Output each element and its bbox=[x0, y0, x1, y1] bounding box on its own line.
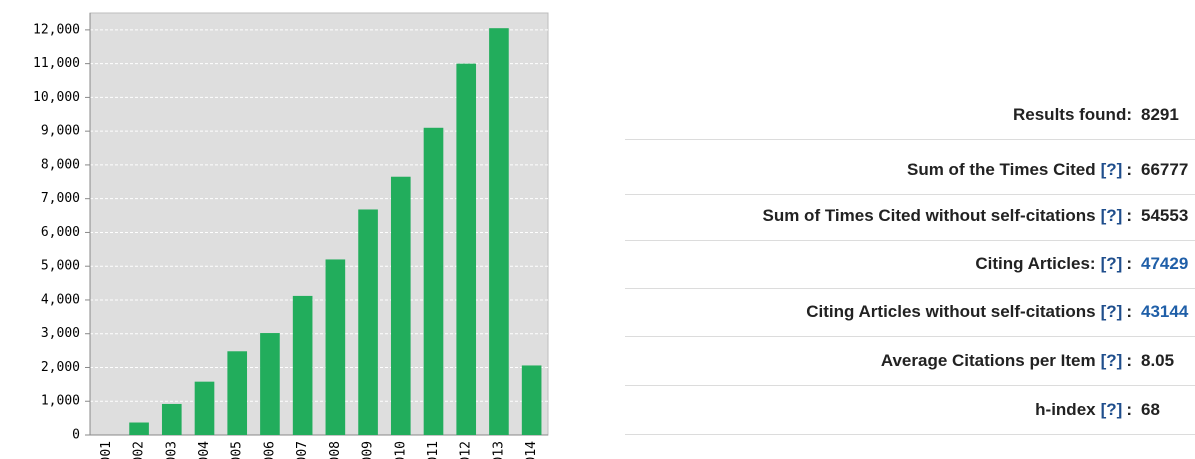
chart: 0 1,000 2,000 3,000 4,000 5,000 6,000 7,000 8,00… bbox=[33, 12, 549, 459]
row-label-group: Citing Articles without self-citations [?… bbox=[806, 302, 1132, 322]
y-tick-label: 4,000 bbox=[41, 292, 80, 307]
stats-row: Sum of the Times Cited [?]:66777 bbox=[625, 146, 1195, 195]
row-value[interactable]: 47429 bbox=[1141, 254, 1189, 273]
y-tick-label: 2,000 bbox=[41, 360, 80, 375]
help-link[interactable]: [?] bbox=[1100, 206, 1123, 225]
row-value[interactable]: 43144 bbox=[1141, 302, 1189, 321]
y-tick-label: 10,000 bbox=[33, 90, 80, 105]
bar bbox=[227, 351, 248, 435]
help-link[interactable]: [?] bbox=[1100, 351, 1123, 370]
row-value: 66777 bbox=[1141, 160, 1189, 179]
x-tick-label: 2001 bbox=[99, 441, 114, 459]
bar bbox=[521, 365, 542, 435]
stats-row: h-index [?]:68 bbox=[625, 386, 1195, 435]
stats-row: Citing Articles: [?]:47429 bbox=[625, 240, 1195, 289]
x-tick-label: 2005 bbox=[230, 441, 245, 459]
x-tick-label: 2012 bbox=[459, 441, 474, 459]
stats-row: Citing Articles without self-citations [?… bbox=[625, 288, 1195, 337]
x-tick-label: 2013 bbox=[491, 441, 506, 459]
x-tick-label: 2002 bbox=[132, 441, 147, 459]
stats-row: Average Citations per Item [?]:8.05 bbox=[625, 337, 1195, 386]
colon: : bbox=[1126, 160, 1132, 179]
bar bbox=[260, 333, 280, 435]
row-label: h-index bbox=[1035, 400, 1096, 419]
colon: : bbox=[1126, 351, 1132, 370]
row-label-group: Average Citations per Item [?]: bbox=[881, 351, 1132, 371]
y-tick-label: 1,000 bbox=[41, 394, 80, 409]
colon: : bbox=[1126, 206, 1132, 225]
stats-row: Results found: 8291 bbox=[625, 91, 1195, 140]
row-label-group: Results found: bbox=[1013, 105, 1132, 125]
row-value: 54553 bbox=[1141, 206, 1189, 225]
y-tick-label: 9,000 bbox=[41, 124, 80, 139]
bar bbox=[358, 209, 378, 435]
row-label: Citing Articles: bbox=[975, 254, 1096, 273]
bar bbox=[161, 403, 182, 435]
x-tick-label: 2008 bbox=[328, 441, 343, 459]
help-link[interactable]: [?] bbox=[1100, 254, 1123, 273]
bar bbox=[489, 28, 509, 436]
bar bbox=[194, 381, 215, 435]
y-tick-label: 12,000 bbox=[33, 22, 80, 37]
row-label-group: h-index [?]: bbox=[1035, 400, 1132, 420]
y-tick-label: 6,000 bbox=[41, 225, 80, 240]
row-label: Citing Articles without self-citations bbox=[806, 302, 1096, 321]
row-label-group: Sum of Times Cited without self-citation… bbox=[763, 206, 1133, 226]
help-link[interactable]: [?] bbox=[1100, 302, 1123, 321]
x-tick-label: 2003 bbox=[164, 441, 179, 459]
bar bbox=[129, 422, 149, 435]
row-value: 68 bbox=[1141, 400, 1160, 419]
x-tick-label: 2004 bbox=[197, 441, 212, 459]
help-link[interactable]: [?] bbox=[1100, 400, 1123, 419]
bar bbox=[325, 259, 346, 435]
row-value: 8.05 bbox=[1141, 351, 1175, 370]
y-tick-label: 7,000 bbox=[41, 191, 80, 206]
row-label: Average Citations per Item bbox=[880, 351, 1096, 370]
row-label: Sum of Times Cited without self-citation… bbox=[762, 206, 1096, 225]
bar bbox=[390, 176, 411, 435]
x-tick-label: 2006 bbox=[262, 441, 277, 459]
bar bbox=[456, 63, 477, 435]
stats-row: Sum of Times Cited without self-citation… bbox=[625, 192, 1195, 241]
x-tick-label: 2011 bbox=[426, 441, 441, 459]
y-tick-label: 0 bbox=[72, 428, 80, 443]
row-label: Sum of the Times Cited bbox=[907, 160, 1096, 179]
colon: : bbox=[1126, 254, 1132, 273]
colon: : bbox=[1126, 400, 1132, 419]
colon: : bbox=[1126, 302, 1132, 321]
y-tick-label: 8,000 bbox=[41, 157, 80, 172]
y-tick-label: 11,000 bbox=[33, 56, 80, 71]
help-link[interactable]: [?] bbox=[1100, 160, 1123, 179]
row-label-group: Sum of the Times Cited [?]: bbox=[907, 160, 1132, 180]
x-tick-label: 2010 bbox=[393, 441, 408, 459]
bar bbox=[423, 127, 444, 435]
row-value: 8291 bbox=[1141, 105, 1179, 124]
y-tick-label: 3,000 bbox=[41, 326, 80, 341]
y-tick-label: 5,000 bbox=[41, 259, 80, 274]
x-tick-label: 2009 bbox=[361, 441, 376, 459]
row-label-group: Citing Articles: [?]: bbox=[975, 254, 1132, 274]
x-tick-label: 2007 bbox=[295, 441, 310, 459]
bar bbox=[292, 295, 313, 435]
x-tick-label: 2014 bbox=[524, 441, 539, 459]
row-label: Results found: bbox=[1013, 105, 1132, 124]
